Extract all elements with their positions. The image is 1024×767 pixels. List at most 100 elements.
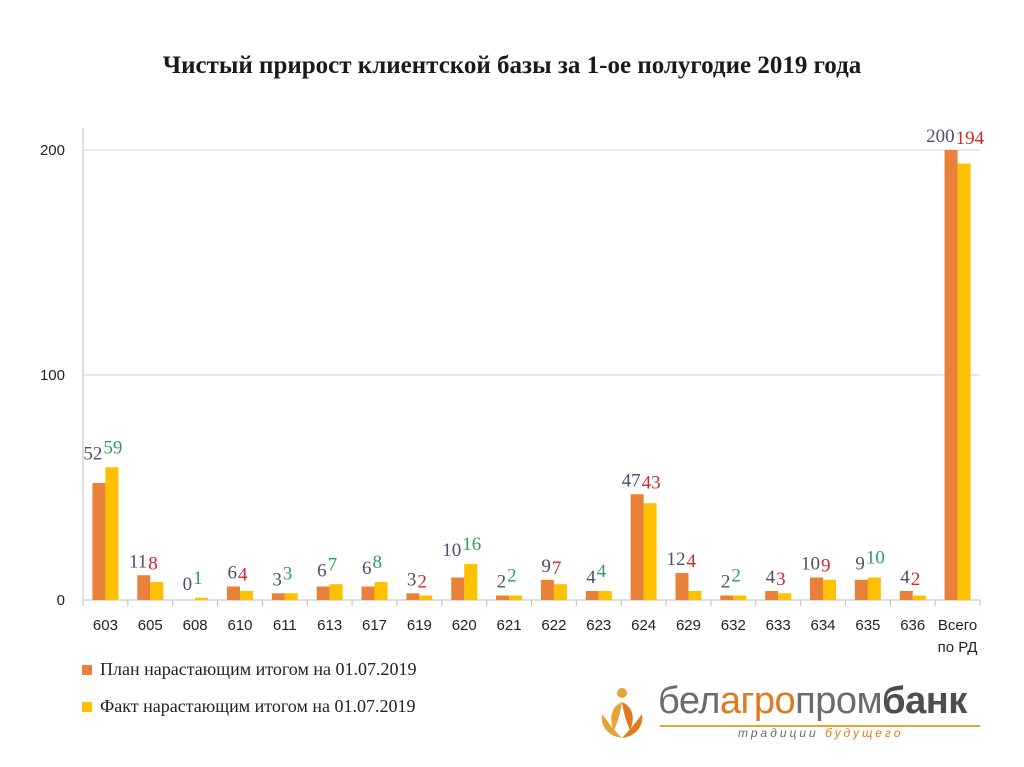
data-label-plan: 2 bbox=[497, 572, 507, 593]
bar-plan bbox=[630, 494, 644, 600]
data-label-fact: 3 bbox=[283, 563, 293, 584]
data-label-fact: 1 bbox=[193, 568, 203, 589]
data-label-fact: 2 bbox=[731, 566, 741, 587]
data-label-fact: 2 bbox=[911, 569, 921, 590]
x-tick-label: 636 bbox=[900, 617, 925, 634]
y-tick-label: 200 bbox=[40, 142, 65, 159]
data-label-plan: 6 bbox=[362, 558, 372, 579]
logo-part-bank: банк bbox=[882, 680, 967, 722]
data-label-fact: 10 bbox=[866, 548, 885, 569]
x-tick-label: 632 bbox=[721, 617, 746, 634]
data-label-fact: 7 bbox=[552, 558, 562, 579]
x-tick-label: 613 bbox=[317, 617, 342, 634]
data-label-plan: 9 bbox=[855, 554, 865, 575]
data-label-plan: 9 bbox=[541, 556, 551, 577]
legend-item-plan: План нарастающим итогом на 01.07.2019 bbox=[82, 659, 416, 680]
data-label-fact: 9 bbox=[821, 556, 831, 577]
legend-swatch-plan bbox=[82, 664, 92, 675]
bar-fact bbox=[778, 593, 792, 600]
data-label-plan: 47 bbox=[622, 470, 641, 491]
data-label-plan: 200 bbox=[926, 126, 955, 147]
data-label-plan: 2 bbox=[721, 572, 731, 593]
bar-plan bbox=[540, 579, 554, 600]
data-label-plan: 3 bbox=[407, 569, 417, 590]
logo-tagline-1: традиции bbox=[738, 726, 819, 740]
bar-fact bbox=[553, 584, 567, 600]
bar-plan bbox=[406, 593, 420, 600]
logo-part-bel: бел bbox=[658, 680, 720, 722]
x-tick-label: 621 bbox=[497, 617, 522, 634]
y-tick-label: 100 bbox=[40, 367, 65, 384]
data-label-plan: 6 bbox=[227, 563, 237, 584]
data-label-plan: 10 bbox=[442, 540, 461, 561]
x-tick-label: 633 bbox=[766, 617, 791, 634]
x-tick-label: Всего bbox=[938, 617, 977, 634]
data-label-fact: 4 bbox=[686, 551, 696, 572]
data-label-fact: 4 bbox=[597, 561, 607, 582]
x-tick-label: 603 bbox=[93, 617, 118, 634]
bar-plan bbox=[226, 586, 240, 600]
bar-plan bbox=[137, 575, 151, 600]
data-label-plan: 4 bbox=[586, 567, 596, 588]
data-label-plan: 4 bbox=[900, 567, 910, 588]
x-tick-label: 635 bbox=[855, 617, 880, 634]
data-label-fact: 194 bbox=[956, 128, 985, 149]
logo-tagline-2: будущего bbox=[825, 726, 904, 740]
bar-fact bbox=[912, 595, 926, 600]
bar-fact bbox=[598, 591, 612, 600]
bar-plan bbox=[316, 586, 330, 600]
data-label-fact: 2 bbox=[507, 566, 517, 587]
bar-fact bbox=[329, 584, 343, 600]
data-label-plan: 6 bbox=[317, 560, 327, 581]
legend-label-plan: План нарастающим итогом на 01.07.2019 bbox=[100, 659, 417, 679]
bar-fact bbox=[150, 582, 164, 600]
x-tick-label: 629 bbox=[676, 617, 701, 634]
data-label-fact: 8 bbox=[373, 552, 383, 573]
bar-fact bbox=[195, 597, 209, 600]
bar-fact bbox=[374, 582, 388, 600]
x-tick-label: по РД bbox=[938, 639, 978, 656]
x-tick-label: 624 bbox=[631, 617, 656, 634]
bar-fact bbox=[464, 564, 478, 600]
data-label-fact: 16 bbox=[462, 534, 481, 555]
logo-part-agro: агро bbox=[719, 680, 796, 722]
x-tick-label: 623 bbox=[586, 617, 611, 634]
data-label-plan: 10 bbox=[801, 554, 820, 575]
bar-fact bbox=[643, 503, 657, 600]
x-tick-label: 620 bbox=[452, 617, 477, 634]
x-tick-label: 634 bbox=[811, 617, 836, 634]
chart-title: Чистый прирост клиентской базы за 1-ое п… bbox=[162, 52, 862, 79]
data-label-plan: 3 bbox=[272, 569, 282, 590]
legend-label-fact: Факт нарастающим итогом на 01.07.2019 bbox=[100, 696, 416, 716]
bar-fact bbox=[957, 163, 971, 600]
bar-plan bbox=[92, 483, 106, 600]
data-label-fact: 8 bbox=[148, 553, 158, 574]
logo-tagline: традиции будущего bbox=[738, 726, 903, 740]
data-label-plan: 0 bbox=[183, 574, 193, 595]
x-tick-label: 619 bbox=[407, 617, 432, 634]
data-label-plan: 4 bbox=[766, 567, 776, 588]
bar-plan bbox=[854, 579, 868, 600]
x-tick-label: 617 bbox=[362, 617, 387, 634]
bar-plan bbox=[720, 595, 734, 600]
bar-fact bbox=[284, 593, 298, 600]
x-tick-label: 622 bbox=[541, 617, 566, 634]
bar-fact bbox=[867, 577, 881, 600]
bank-logo: белагропромбанк традиции будущего bbox=[588, 680, 988, 750]
x-tick-label: 610 bbox=[227, 617, 252, 634]
logo-rule bbox=[660, 725, 980, 727]
bar-fact bbox=[688, 591, 702, 600]
bar-plan bbox=[810, 577, 824, 600]
bar-plan bbox=[899, 591, 913, 600]
x-tick-label: 611 bbox=[273, 617, 297, 634]
legend-item-fact: Факт нарастающим итогом на 01.07.2019 bbox=[82, 696, 415, 717]
data-label-fact: 3 bbox=[776, 569, 786, 590]
data-label-fact: 4 bbox=[238, 565, 248, 586]
bar-plan bbox=[944, 150, 958, 600]
bar-fact bbox=[105, 467, 119, 600]
bar-plan bbox=[585, 591, 599, 600]
bar-plan bbox=[361, 586, 375, 600]
bar-plan bbox=[765, 591, 779, 600]
data-label-fact: 7 bbox=[328, 554, 338, 575]
